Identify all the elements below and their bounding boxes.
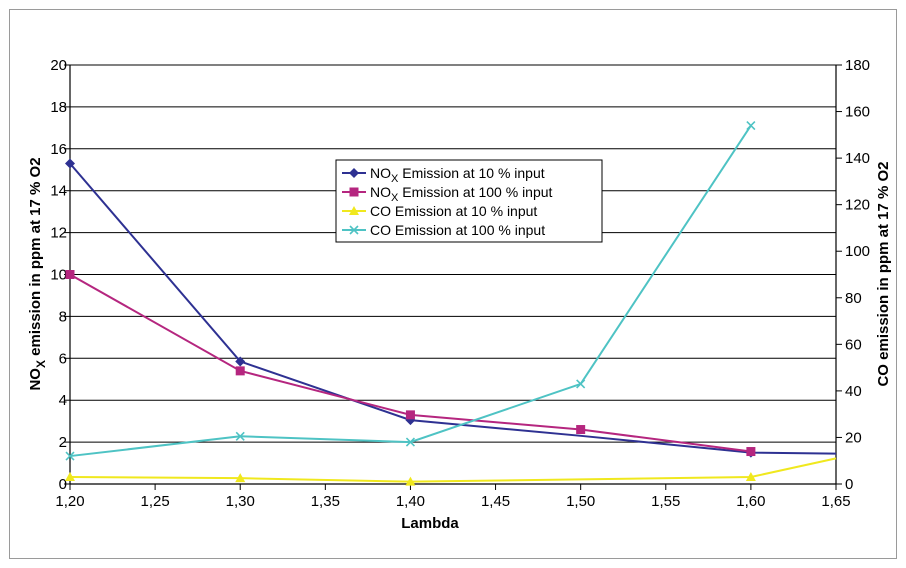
legend-label: NOX Emission at 100 % input: [370, 184, 553, 204]
x-tick-label: 1,65: [821, 493, 850, 510]
y-left-tick-label: 14: [50, 183, 67, 200]
marker-x-stroke: [65, 451, 75, 461]
y-right-tick-label: 140: [845, 150, 870, 167]
legend-swatch-marker: [349, 206, 359, 215]
y-left-tick-label: 0: [59, 476, 67, 493]
marker-x-stroke: [235, 431, 245, 441]
marker-x-stroke: [405, 437, 416, 447]
legend-label-prefix: NO: [370, 184, 391, 200]
series-4: [65, 120, 756, 461]
y-left-tick-label: 20: [50, 57, 67, 74]
legend-label-prefix: NO: [370, 165, 391, 181]
legend-label-suffix: Emission at 10 % input: [398, 165, 544, 181]
legend-entry-3: CO Emission at 10 % input: [342, 203, 537, 219]
legend-swatch-marker: [349, 225, 359, 235]
x-tick-label: 1,30: [226, 493, 255, 510]
x-tick-label: 1,45: [481, 493, 510, 510]
y-right-tick-label: 180: [845, 57, 870, 74]
y-right-tick-label: 120: [845, 197, 870, 214]
x-tick-label: 1,60: [736, 493, 765, 510]
legend-label-text: CO Emission at 100 % input: [370, 222, 545, 238]
marker-x-stroke: [746, 120, 756, 131]
series-3: [65, 457, 837, 486]
legend-label: CO Emission at 100 % input: [370, 222, 545, 238]
chart-frame: [9, 9, 897, 559]
series-3-line: [69, 457, 837, 483]
legend-entry-1: NOX Emission at 10 % input: [342, 165, 545, 185]
y-right-tick-label: 40: [845, 383, 862, 400]
x-tick-label: 1,55: [651, 493, 680, 510]
y-left-tick-label: 4: [59, 392, 67, 409]
gridlines: [70, 64, 836, 485]
series-2-point: [405, 410, 415, 420]
series-3-point: [745, 472, 756, 482]
series-1-point: [65, 158, 75, 169]
y-left-tick-label: 8: [59, 308, 67, 325]
series-2-point: [65, 270, 75, 279]
x-tick-label: 1,25: [141, 493, 170, 510]
y-right-tick-label: 160: [845, 104, 870, 121]
y-left-tick-label: 2: [59, 434, 67, 451]
marker-x-stroke: [349, 225, 359, 235]
y-left-tick-label: 10: [50, 267, 67, 284]
series-4-point: [235, 431, 245, 441]
x-tick-label: 1,40: [396, 493, 425, 510]
y-left-title-prefix: NO: [27, 368, 44, 391]
series-4-point: [576, 379, 586, 389]
series-3-point: [235, 473, 246, 483]
legend-swatch-marker: [349, 187, 359, 197]
y-right-tick-label: 20: [845, 429, 862, 446]
series-2-point: [746, 447, 756, 457]
y-left-title-sub: X: [34, 360, 48, 368]
y-left-tick-label: 12: [50, 225, 67, 242]
legend-swatch-marker: [349, 168, 359, 178]
legend-entry-2: NOX Emission at 100 % input: [342, 184, 553, 204]
x-tick-label: 1,20: [55, 493, 84, 510]
x-tick-label: 1,35: [311, 493, 340, 510]
series-2-point: [235, 366, 245, 376]
legend-label-text: CO Emission at 10 % input: [370, 203, 537, 219]
x-axis-title: Lambda: [401, 515, 459, 532]
series-2-point: [576, 425, 586, 435]
y-right-tick-label: 0: [845, 476, 853, 493]
series-1-point: [235, 356, 246, 367]
legend-label-suffix: Emission at 100 % input: [398, 184, 552, 200]
legend-label-sub: X: [391, 173, 399, 185]
legend-box: [335, 159, 603, 243]
axes: 0 2 4 6 8 10 12 14 16 18 20 0 20 40 60 80 100 120 140 160 18…: [50, 57, 870, 510]
legend-label: NOX Emission at 10 % input: [370, 165, 545, 185]
legend-label: CO Emission at 10 % input: [370, 203, 537, 219]
y-left-title-suffix: emission in ppm at 17 % O2: [27, 157, 44, 360]
series-3-point: [65, 472, 75, 482]
y-right-tick-label: 100: [845, 243, 870, 260]
series-4-point: [405, 437, 416, 447]
series-1-line: [69, 162, 837, 455]
y-left-tick-label: 18: [50, 99, 67, 116]
legend-entry-4: CO Emission at 100 % input: [342, 222, 545, 238]
y-left-tick-label: 16: [50, 141, 67, 158]
series-layer: [65, 120, 837, 486]
series-3-point: [405, 476, 416, 486]
y-left-tick-label: 6: [59, 350, 67, 367]
y-axis-left-title: NOX emission in ppm at 17 % O2: [27, 157, 48, 390]
legend-label-sub: X: [391, 192, 399, 204]
y-axis-right-title: CO emission in ppm at 17 % O2: [875, 161, 892, 386]
y-right-tick-label: 80: [845, 290, 862, 307]
y-right-tick-label: 60: [845, 336, 862, 353]
series-4-point: [746, 120, 756, 131]
x-tick-label: 1,50: [566, 493, 595, 510]
marker-x-stroke: [576, 379, 586, 389]
series-4-point: [65, 451, 75, 461]
series-2: [65, 270, 756, 457]
